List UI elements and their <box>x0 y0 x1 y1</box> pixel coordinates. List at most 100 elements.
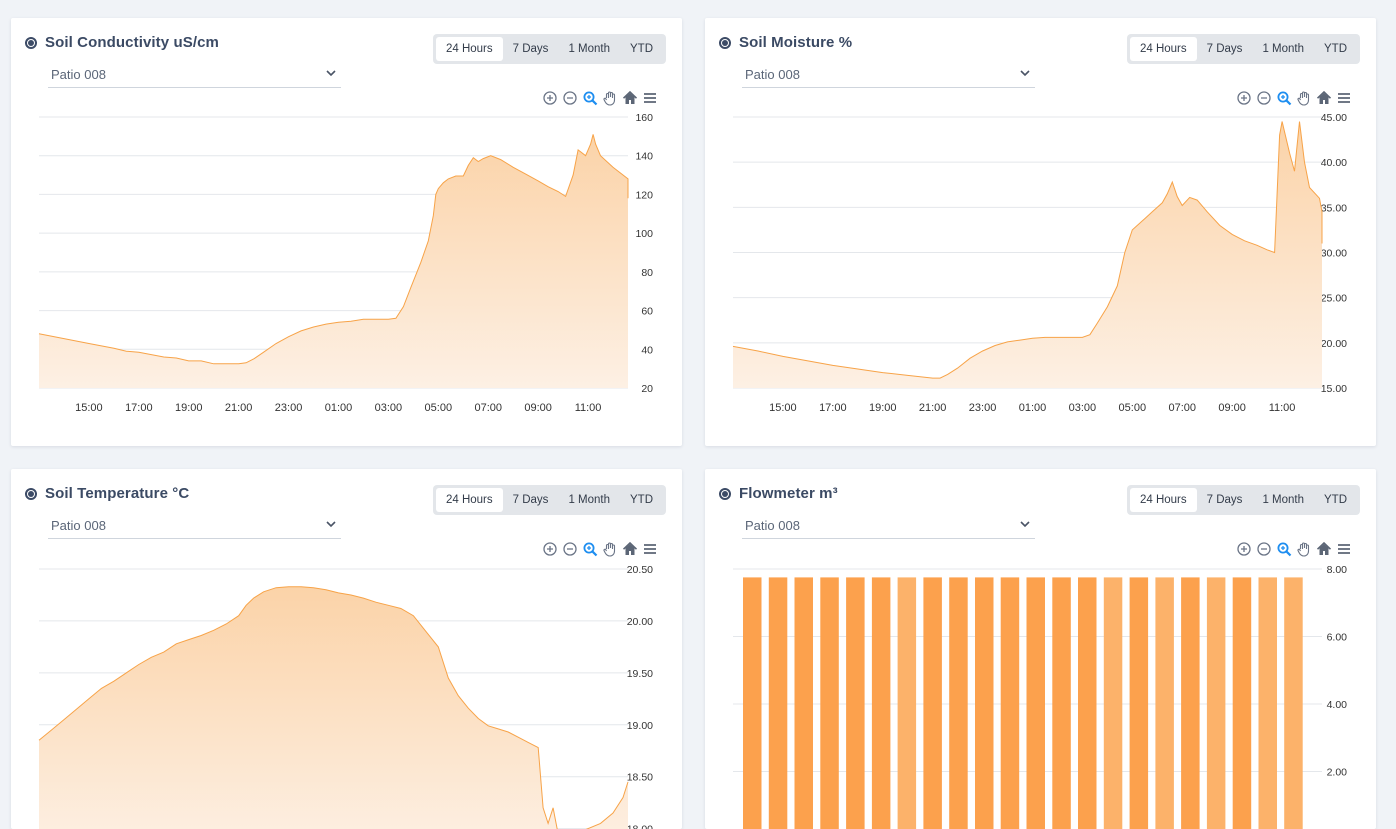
pan-hand-icon[interactable] <box>602 90 618 106</box>
reset-home-icon[interactable] <box>1316 541 1332 557</box>
tab-7-days[interactable]: 7 Days <box>512 43 549 55</box>
bar-3[interactable] <box>794 577 814 829</box>
chart-card-soil-temperature-c: Soil Temperature °C 24 Hours 7 Days 1 Month… <box>11 469 682 829</box>
zoom-out-icon[interactable] <box>1256 90 1272 106</box>
bar-5[interactable] <box>846 577 865 829</box>
x-tick-label: 15:00 <box>769 402 797 414</box>
time-range-tabs: 24 Hours 7 Days 1 Month YTD <box>432 34 666 64</box>
card-title: Soil Conductivity uS/cm <box>25 34 219 51</box>
bar-11[interactable] <box>1000 577 1020 829</box>
bar-12[interactable] <box>1026 577 1046 829</box>
x-tick-label: 23:00 <box>275 402 303 414</box>
tab-7-days[interactable]: 7 Days <box>1206 494 1243 506</box>
radio-bullet-icon[interactable] <box>719 36 731 49</box>
bar-6[interactable] <box>871 577 891 829</box>
tab-7-days[interactable]: 7 Days <box>1206 43 1243 55</box>
radio-bullet-icon[interactable] <box>25 487 37 500</box>
bar-21[interactable] <box>1258 577 1278 829</box>
tab-1-month[interactable]: 1 Month <box>568 43 610 55</box>
bar-22[interactable] <box>1284 577 1303 829</box>
bar-2[interactable] <box>768 577 788 829</box>
y-tick-label: 40 <box>641 344 653 356</box>
magnifier-zoom-icon[interactable] <box>1276 90 1292 106</box>
zoom-out-icon[interactable] <box>562 541 578 557</box>
bar-13[interactable] <box>1052 577 1071 829</box>
tab-24-hours[interactable]: 24 Hours <box>435 488 503 512</box>
zoom-in-icon[interactable] <box>1236 90 1252 106</box>
y-tick-label: 6.00 <box>1327 632 1348 644</box>
y-tick-label: 18.00 <box>627 824 653 829</box>
bar-10[interactable] <box>975 577 994 829</box>
x-tick-label: 11:00 <box>575 402 602 414</box>
menu-icon[interactable] <box>642 541 658 557</box>
bar-17[interactable] <box>1155 577 1174 829</box>
x-tick-label: 03:00 <box>1069 402 1097 414</box>
magnifier-zoom-icon[interactable] <box>582 90 598 106</box>
x-tick-label: 19:00 <box>175 402 203 414</box>
tab-ytd[interactable]: YTD <box>1324 43 1347 55</box>
device-select[interactable]: Patio 008 <box>48 513 341 539</box>
bar-8[interactable] <box>923 577 942 829</box>
x-tick-label: 01:00 <box>1019 402 1047 414</box>
tab-1-month[interactable]: 1 Month <box>1262 494 1304 506</box>
x-tick-label: 15:00 <box>75 402 103 414</box>
menu-icon[interactable] <box>642 90 658 106</box>
y-tick-label: 160 <box>635 112 653 124</box>
bar-20[interactable] <box>1232 577 1252 829</box>
menu-icon[interactable] <box>1336 90 1352 106</box>
bar-14[interactable] <box>1078 577 1097 829</box>
tab-24-hours[interactable]: 24 Hours <box>1129 37 1197 61</box>
card-title-text: Soil Conductivity uS/cm <box>45 34 219 51</box>
y-tick-label: 140 <box>635 151 653 163</box>
bar-15[interactable] <box>1103 577 1123 829</box>
y-tick-label: 35.00 <box>1321 202 1347 214</box>
tab-1-month[interactable]: 1 Month <box>1262 43 1304 55</box>
tab-ytd[interactable]: YTD <box>630 43 653 55</box>
bar-18[interactable] <box>1181 577 1200 829</box>
device-select[interactable]: Patio 008 <box>48 62 341 88</box>
y-tick-label: 19.00 <box>627 720 653 732</box>
bar-1[interactable] <box>743 577 762 829</box>
pan-hand-icon[interactable] <box>1296 541 1312 557</box>
chart-card-soil-conductivity-us-cm: Soil Conductivity uS/cm 24 Hours 7 Days 1 M… <box>11 18 682 446</box>
tab-24-hours[interactable]: 24 Hours <box>435 37 503 61</box>
x-tick-label: 11:00 <box>1269 402 1296 414</box>
tab-ytd[interactable]: YTD <box>1324 494 1347 506</box>
zoom-in-icon[interactable] <box>1236 541 1252 557</box>
bar-16[interactable] <box>1129 577 1149 829</box>
x-tick-label: 05:00 <box>1119 402 1147 414</box>
chart-toolbar <box>1236 541 1352 557</box>
x-tick-label: 07:00 <box>1168 402 1196 414</box>
pan-hand-icon[interactable] <box>1296 90 1312 106</box>
zoom-in-icon[interactable] <box>542 90 558 106</box>
zoom-out-icon[interactable] <box>562 90 578 106</box>
series-line <box>38 134 629 365</box>
bar-7[interactable] <box>897 577 917 829</box>
menu-icon[interactable] <box>1336 541 1352 557</box>
bar-4[interactable] <box>820 577 839 829</box>
tab-24-hours[interactable]: 24 Hours <box>1129 488 1197 512</box>
y-tick-label: 4.00 <box>1327 699 1348 711</box>
reset-home-icon[interactable] <box>622 541 638 557</box>
magnifier-zoom-icon[interactable] <box>1276 541 1292 557</box>
bar-19[interactable] <box>1206 577 1226 829</box>
bar-9[interactable] <box>949 577 968 829</box>
tab-ytd[interactable]: YTD <box>630 494 653 506</box>
pan-hand-icon[interactable] <box>602 541 618 557</box>
tab-7-days[interactable]: 7 Days <box>512 494 549 506</box>
radio-bullet-icon[interactable] <box>25 36 37 49</box>
zoom-out-icon[interactable] <box>1256 541 1272 557</box>
tab-1-month[interactable]: 1 Month <box>568 494 610 506</box>
magnifier-zoom-icon[interactable] <box>582 541 598 557</box>
x-tick-label: 09:00 <box>1218 402 1246 414</box>
reset-home-icon[interactable] <box>1316 90 1332 106</box>
card-title: Flowmeter m³ <box>719 485 838 502</box>
device-select[interactable]: Patio 008 <box>742 513 1035 539</box>
zoom-in-icon[interactable] <box>542 541 558 557</box>
radio-bullet-icon[interactable] <box>719 487 731 500</box>
chart-plot: 8.00 6.00 4.00 2.00 <box>733 564 1348 829</box>
y-tick-label: 25.00 <box>1321 293 1347 305</box>
device-select[interactable]: Patio 008 <box>742 62 1035 88</box>
reset-home-icon[interactable] <box>622 90 638 106</box>
x-tick-label: 19:00 <box>869 402 897 414</box>
